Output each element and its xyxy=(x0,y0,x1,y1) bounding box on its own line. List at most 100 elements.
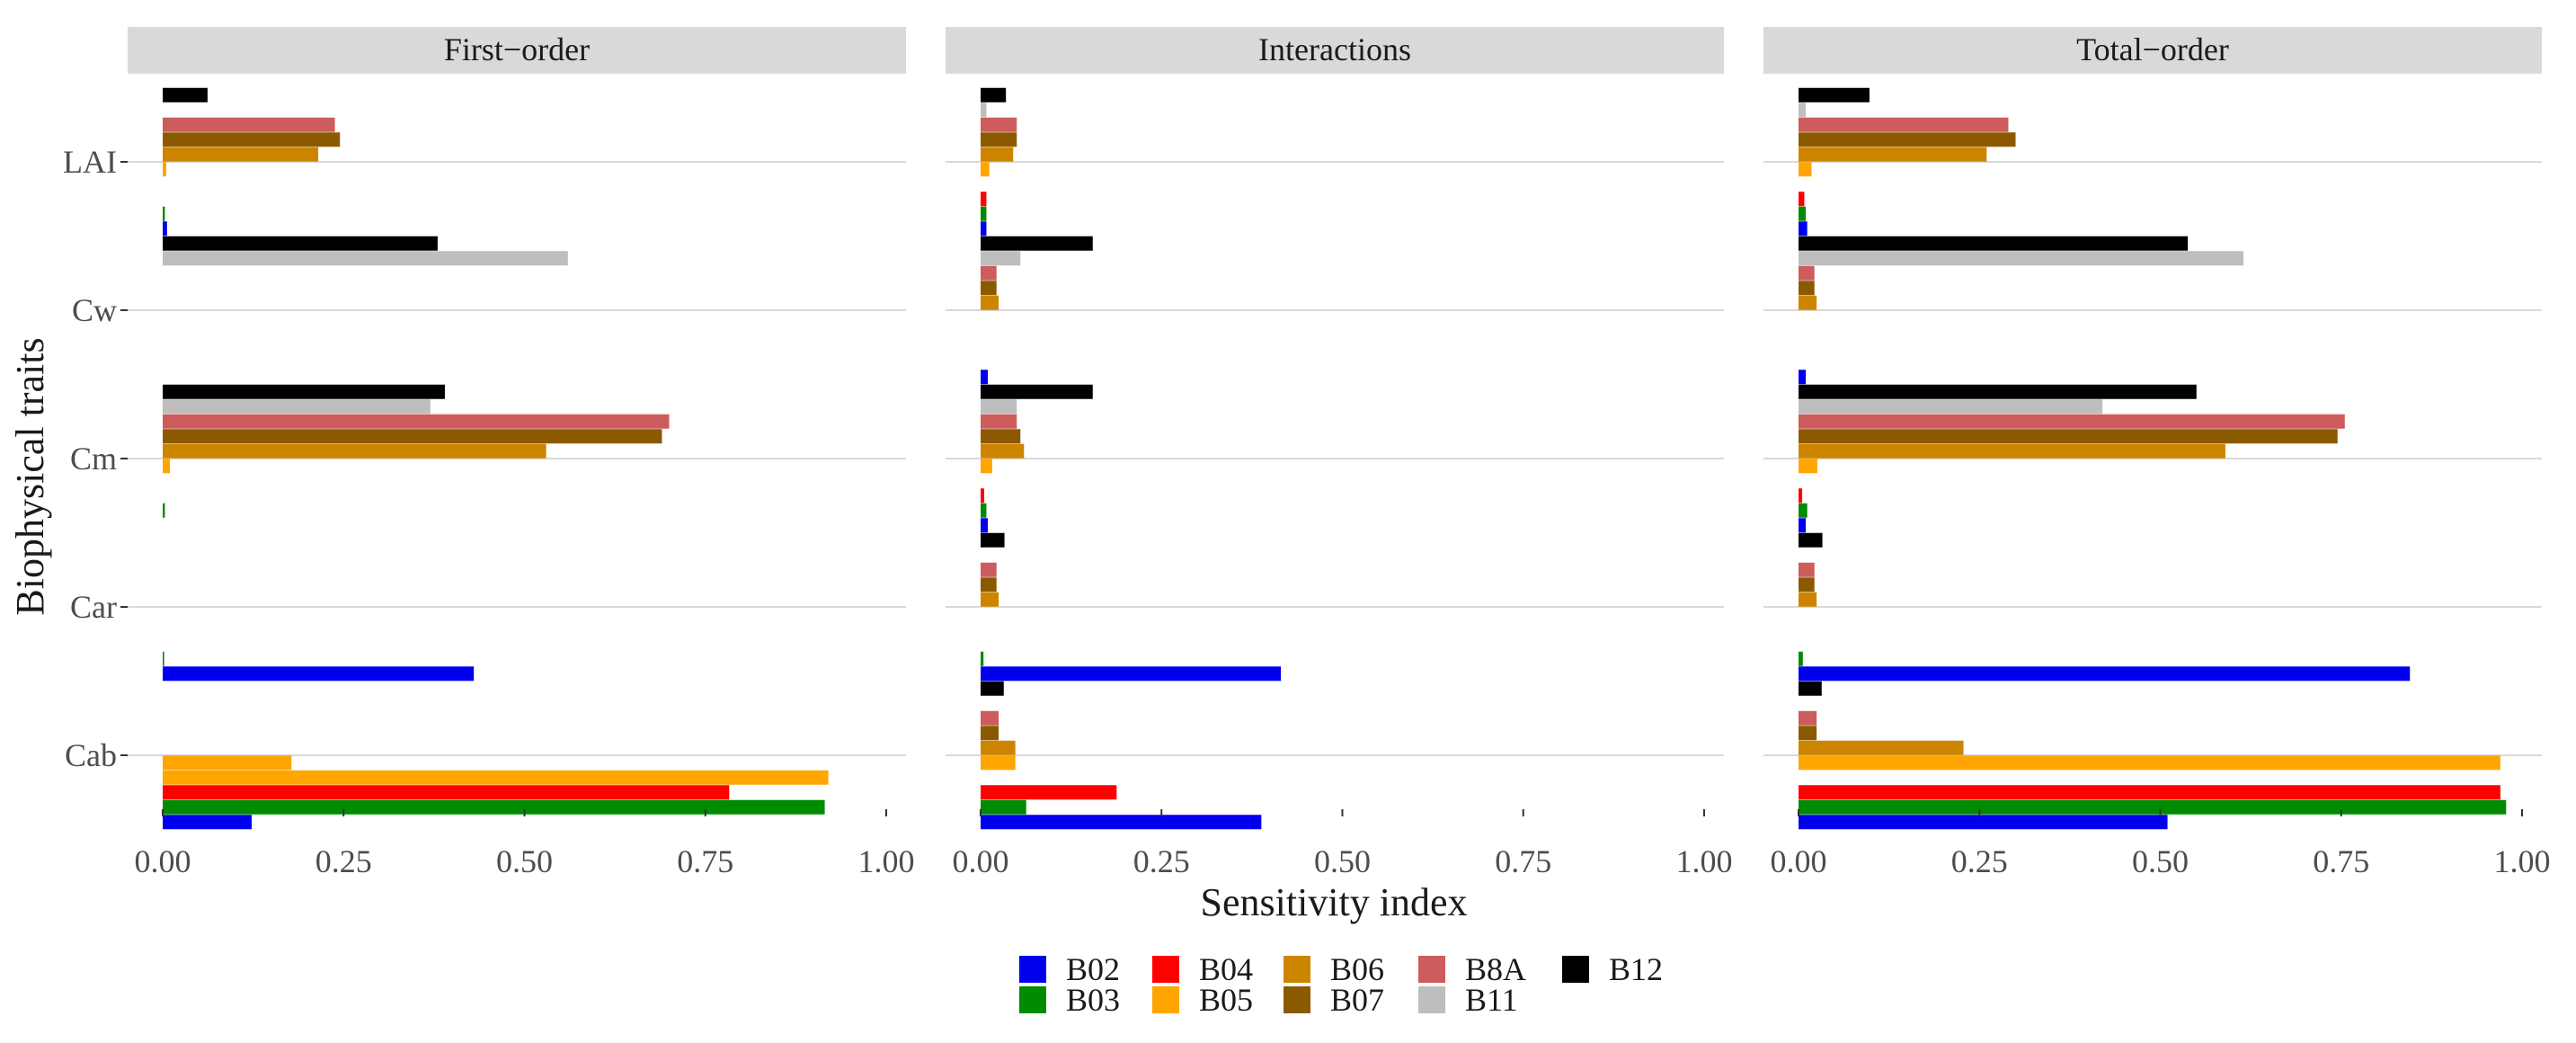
bar xyxy=(1799,592,1817,607)
bar xyxy=(981,281,997,296)
bar xyxy=(981,132,1017,147)
bar xyxy=(1799,443,2225,459)
bar xyxy=(163,755,292,771)
x-tick-label: 0.00 xyxy=(1771,843,1827,879)
bar xyxy=(1799,295,1817,310)
x-tick-label: 1.00 xyxy=(858,843,915,879)
bar xyxy=(981,103,987,118)
bar xyxy=(1799,799,2507,815)
bar xyxy=(163,384,445,399)
bar xyxy=(981,147,1014,162)
facet-panel: Total−order 0.00 0.25 0.50 0.75 1.00 xyxy=(1763,27,2551,879)
bar xyxy=(981,799,1026,815)
bar xyxy=(1799,265,1815,281)
bar xyxy=(981,236,1093,251)
bar xyxy=(1799,399,2103,415)
bar xyxy=(981,562,997,577)
bar xyxy=(1799,370,1807,385)
x-tick-label: 0.75 xyxy=(677,843,733,879)
bar xyxy=(1799,206,1807,221)
bar xyxy=(981,414,1017,429)
bar xyxy=(981,295,999,310)
bar xyxy=(981,459,992,474)
bar xyxy=(981,740,1016,755)
bar xyxy=(163,503,165,518)
bar xyxy=(1799,488,1803,504)
bar xyxy=(1799,577,1815,593)
bar xyxy=(1799,755,2500,771)
bar xyxy=(1799,162,1812,177)
bar xyxy=(1799,459,1817,474)
x-tick-label: 0.75 xyxy=(2313,843,2369,879)
bar xyxy=(163,251,568,266)
bar xyxy=(1799,429,2338,444)
bar xyxy=(981,755,1016,771)
bar xyxy=(1799,132,2016,147)
bar xyxy=(1799,384,2197,399)
bar xyxy=(1799,726,1817,741)
bar xyxy=(981,577,997,593)
legend-label: B11 xyxy=(1465,982,1518,1018)
bar xyxy=(981,592,999,607)
bar xyxy=(1799,103,1807,118)
bar xyxy=(981,488,985,504)
bar xyxy=(163,443,546,459)
bar xyxy=(163,785,730,800)
x-tick-label: 0.75 xyxy=(1495,843,1551,879)
bar xyxy=(163,117,335,132)
legend-swatch xyxy=(1418,956,1445,983)
bar xyxy=(1799,740,1964,755)
facet-panel: Interactions 0.00 0.25 0.50 0.75 1.00 xyxy=(946,27,1733,879)
legend-label: B12 xyxy=(1609,951,1663,987)
bar xyxy=(981,87,1007,103)
bar xyxy=(981,429,1021,444)
bar xyxy=(163,399,431,415)
x-tick-label: 1.00 xyxy=(2494,843,2551,879)
bar xyxy=(981,206,987,221)
x-tick-label: 0.00 xyxy=(953,843,1009,879)
bar xyxy=(981,518,989,533)
legend-swatch xyxy=(1562,956,1589,983)
bar xyxy=(1799,532,1823,548)
x-axis-title: Sensitivity index xyxy=(1201,880,1468,924)
bar xyxy=(163,162,167,177)
legend-swatch xyxy=(1152,986,1179,1013)
bar xyxy=(1799,414,2345,429)
facet-strip xyxy=(128,27,906,74)
x-tick-label: 0.25 xyxy=(315,843,372,879)
bar xyxy=(1799,815,2168,830)
bar xyxy=(1799,503,1808,518)
bar xyxy=(981,370,989,385)
bar xyxy=(1799,236,2189,251)
legend-label: B05 xyxy=(1199,982,1253,1018)
bar xyxy=(163,666,475,682)
legend-label: B04 xyxy=(1199,951,1253,987)
legend-swatch xyxy=(1019,986,1046,1013)
legend-swatch xyxy=(1019,956,1046,983)
bar xyxy=(163,206,165,221)
y-tick-label: LAI xyxy=(63,144,117,180)
bar xyxy=(981,162,990,177)
bar xyxy=(981,726,999,741)
bar xyxy=(981,192,987,207)
bar xyxy=(1799,666,2411,682)
bar xyxy=(981,532,1005,548)
y-tick-label: Cw xyxy=(72,292,117,328)
facet-strip xyxy=(1763,27,2542,74)
y-tick-label: Cab xyxy=(65,737,117,773)
bar xyxy=(163,429,662,444)
bar xyxy=(163,799,825,815)
facet-title: Total−order xyxy=(2076,31,2229,67)
y-tick-label: Car xyxy=(70,589,117,625)
bar xyxy=(163,815,253,830)
bar xyxy=(163,87,208,103)
x-tick-label: 0.25 xyxy=(1133,843,1190,879)
bar xyxy=(1799,221,1808,236)
bar xyxy=(981,221,987,236)
bar xyxy=(981,681,1004,696)
bar xyxy=(981,503,987,518)
bar xyxy=(1799,785,2500,800)
bar xyxy=(1799,251,2244,266)
x-tick-label: 0.25 xyxy=(1951,843,2008,879)
